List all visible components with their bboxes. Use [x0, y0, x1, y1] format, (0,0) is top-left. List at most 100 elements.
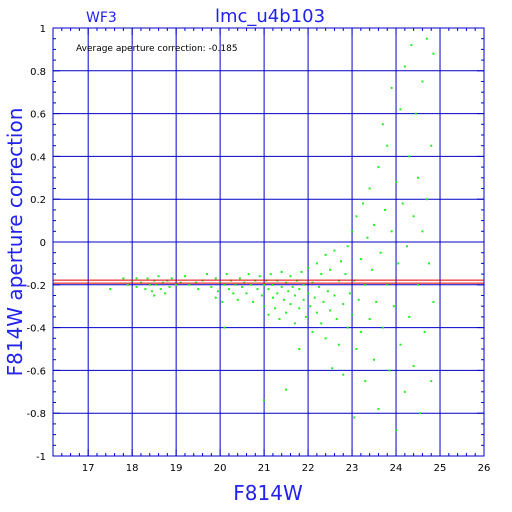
x-tick-label: 19: [170, 463, 183, 474]
scatter-point: [390, 230, 393, 233]
y-tick-labels: 1 0.8 0.6 0.4 0.2 0 -0.2 -0.4 -0.6 -0.8 -1: [26, 24, 46, 463]
scatter-point: [370, 268, 373, 271]
scatter-point: [359, 258, 362, 261]
scatter-point: [300, 270, 303, 273]
scatter-point: [364, 283, 367, 286]
scatter-point: [432, 300, 435, 303]
scatter-point: [390, 86, 393, 89]
scatter-point: [144, 288, 147, 291]
scatter-point: [357, 298, 360, 301]
scatter-point: [337, 343, 340, 346]
scatter-point: [135, 285, 138, 288]
y-axis-label: F814W aperture correction: [3, 108, 27, 377]
y-tick-label: -0.6: [26, 366, 46, 377]
scatter-point: [379, 251, 382, 254]
scatter-point: [353, 416, 356, 419]
scatter-point: [386, 283, 389, 286]
x-tick-label: 18: [126, 463, 139, 474]
scatter-point: [384, 208, 387, 211]
scatter-point: [368, 187, 371, 190]
scatter-point: [307, 292, 310, 295]
scatter-point: [267, 288, 270, 291]
scatter-point: [335, 318, 338, 321]
scatter-point: [291, 285, 294, 288]
scatter-point: [223, 283, 226, 286]
scatter-point: [366, 236, 369, 239]
scatter-point: [307, 266, 310, 269]
scatter-point: [346, 245, 349, 248]
x-tick-label: 25: [434, 463, 447, 474]
y-tick-label: 0.2: [30, 195, 46, 206]
scatter-point: [247, 273, 250, 276]
scatter-point: [375, 300, 378, 303]
scatter-point: [159, 288, 162, 291]
scatter-point: [368, 318, 371, 321]
scatter-point: [348, 292, 351, 295]
scatter-point: [214, 277, 217, 280]
scatter-point: [329, 268, 332, 271]
scatter-point: [430, 144, 433, 147]
scatter-point: [293, 322, 296, 325]
scatter-point: [238, 277, 241, 280]
scatter-point: [425, 37, 428, 40]
scatter-point: [381, 123, 384, 126]
x-tick-label: 22: [302, 463, 315, 474]
scatter-point: [135, 277, 138, 280]
scatter-point: [417, 283, 420, 286]
scatter-point: [252, 300, 255, 303]
scatter-point: [377, 407, 380, 410]
scatter-point: [285, 388, 288, 391]
scatter-point: [395, 181, 398, 184]
scatter-point: [168, 285, 171, 288]
axis-ticks: [52, 27, 485, 457]
y-tick-label: 0.6: [30, 110, 46, 121]
scatter-point: [241, 285, 244, 288]
scatter-point: [423, 330, 426, 333]
scatter-point: [183, 275, 186, 278]
scatter-point: [313, 296, 316, 299]
scatter-point: [280, 285, 283, 288]
scatter-point: [355, 215, 358, 218]
scatter-point: [399, 108, 402, 111]
scatter-point: [342, 303, 345, 306]
x-tick-label: 17: [82, 463, 95, 474]
scatter-point: [282, 298, 285, 301]
scatter-point: [324, 337, 327, 340]
scatter-point: [153, 294, 156, 297]
x-tick-label: 20: [214, 463, 227, 474]
x-tick-label: 21: [258, 463, 271, 474]
scatter-point: [258, 275, 261, 278]
scatter-point: [331, 367, 334, 370]
panel-label: WF3: [86, 10, 117, 26]
scatter-point: [320, 273, 323, 276]
scatter-point: [417, 176, 420, 179]
scatter-point: [351, 230, 354, 233]
scatter-point: [430, 380, 433, 383]
y-tick-label: -0.2: [26, 281, 46, 292]
scatter-point: [146, 277, 149, 280]
scatter-point: [278, 318, 281, 321]
scatter-point: [271, 296, 274, 299]
scatter-point: [245, 292, 248, 295]
scatter-point: [298, 348, 301, 350]
scatter-point: [395, 429, 398, 432]
scatter-point: [216, 290, 219, 293]
scatter-point: [280, 270, 283, 273]
scatter-point: [315, 311, 318, 314]
average-lines: [53, 279, 484, 284]
scatter-point: [388, 369, 391, 372]
scatter-point: [225, 273, 228, 276]
scatter-point: [346, 326, 349, 329]
y-tick-label: 0.8: [30, 67, 46, 78]
scatter-point: [269, 273, 272, 276]
scatter-point: [276, 292, 279, 295]
scatter-point: [432, 52, 435, 55]
scatter-point: [412, 215, 415, 218]
scatter-point: [315, 262, 318, 265]
scatter-point: [386, 144, 389, 147]
x-tick-label: 26: [478, 463, 491, 474]
scatter-point: [122, 277, 125, 280]
x-axis-label: F814W: [233, 481, 303, 505]
scatter-point: [351, 313, 354, 316]
